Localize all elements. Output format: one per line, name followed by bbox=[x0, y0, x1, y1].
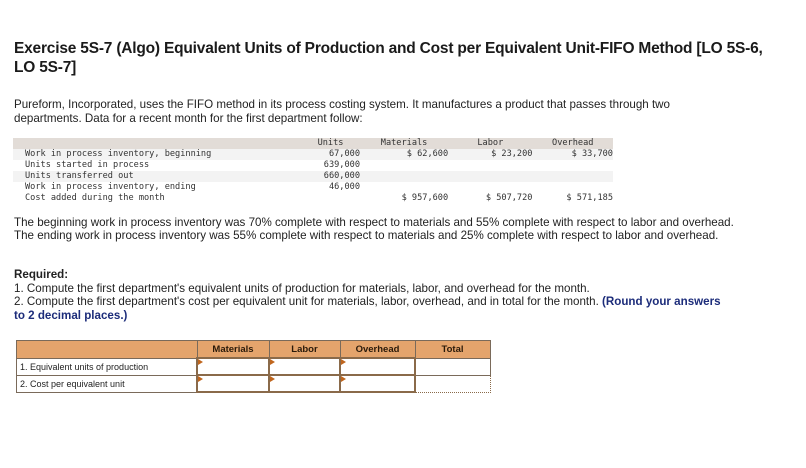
units-value: 46,000 bbox=[328, 182, 360, 192]
completion-paragraph: The beginning work in process inventory … bbox=[14, 216, 734, 243]
labor-value: $ 23,200 bbox=[448, 149, 533, 160]
department-data-table: Units Materials Labor Overhead Work in p… bbox=[13, 138, 613, 204]
overhead-value: $ 33,700 bbox=[532, 149, 613, 160]
cost-per-unit-total-cell bbox=[414, 374, 491, 393]
equivalent-units-labor-input[interactable] bbox=[270, 359, 339, 374]
answer-header-materials: Materials bbox=[196, 340, 270, 359]
table-row: Units started in process 639,000 bbox=[13, 160, 613, 171]
header-materials: Materials bbox=[360, 138, 449, 149]
materials-value: $ 62,600 bbox=[360, 149, 449, 160]
materials-value bbox=[360, 171, 449, 182]
header-labor: Labor bbox=[448, 138, 533, 149]
input-flag-icon bbox=[198, 359, 203, 365]
units-value bbox=[301, 193, 360, 204]
required-item-1: 1. Compute the first department's equiva… bbox=[14, 281, 590, 295]
overhead-value bbox=[532, 171, 613, 182]
row-label: Units started in process bbox=[25, 160, 150, 170]
table-row: Cost added during the month $ 957,600 $ … bbox=[13, 193, 613, 204]
exercise-title: Exercise 5S-7 (Algo) Equivalent Units of… bbox=[14, 40, 763, 76]
overhead-value bbox=[532, 182, 613, 193]
data-table-header-row: Units Materials Labor Overhead bbox=[13, 138, 613, 149]
answer-header-total: Total bbox=[414, 340, 491, 359]
units-value: 67,000 bbox=[301, 149, 360, 160]
header-units: Units bbox=[301, 138, 360, 149]
row-label: Units transferred out bbox=[13, 171, 302, 182]
answer-row-cost-per-unit: 2. Cost per equivalent unit bbox=[16, 374, 491, 393]
labor-value bbox=[448, 171, 533, 182]
answer-header-blank bbox=[16, 340, 198, 359]
labor-value: $ 507,720 bbox=[485, 193, 533, 203]
row-label: Cost added during the month bbox=[25, 193, 165, 203]
row-label: Work in process inventory, ending bbox=[25, 182, 196, 192]
rounding-hint: (Round your answers to 2 decimal places.… bbox=[14, 295, 721, 322]
header-overhead: Overhead bbox=[532, 138, 613, 149]
answer-header-overhead: Overhead bbox=[339, 340, 416, 359]
required-item-2: 2. Compute the first department's cost p… bbox=[14, 295, 599, 308]
cost-per-unit-materials-input[interactable] bbox=[198, 376, 268, 391]
cost-per-unit-labor-cell bbox=[268, 374, 341, 393]
row-label: Work in process inventory, beginning bbox=[13, 149, 302, 160]
table-row: Units transferred out 660,000 bbox=[13, 171, 613, 182]
materials-value bbox=[360, 182, 448, 193]
cost-per-unit-materials-cell bbox=[196, 374, 270, 393]
overhead-value: $ 571,185 bbox=[566, 193, 613, 203]
units-value: 639,000 bbox=[323, 160, 360, 170]
materials-value: $ 957,600 bbox=[401, 193, 449, 203]
input-flag-icon bbox=[270, 359, 275, 365]
answer-row-label: 1. Equivalent units of production bbox=[16, 357, 198, 376]
answer-row-equivalent-units: 1. Equivalent units of production bbox=[16, 357, 491, 376]
required-section: Required: 1. Compute the first departmen… bbox=[14, 268, 734, 322]
input-flag-icon bbox=[270, 376, 275, 382]
equivalent-units-overhead-cell bbox=[339, 357, 416, 376]
answer-table: Materials Labor Overhead Total 1. Equiva… bbox=[16, 340, 491, 393]
cost-per-unit-overhead-input[interactable] bbox=[341, 376, 414, 391]
input-flag-icon bbox=[341, 359, 346, 365]
required-item-2-wrapper: 2. Compute the first department's cost p… bbox=[14, 295, 734, 322]
labor-value bbox=[448, 182, 532, 193]
table-row: Work in process inventory, ending 46,000 bbox=[13, 182, 613, 193]
header-blank bbox=[13, 138, 302, 149]
equivalent-units-total-cell bbox=[414, 357, 491, 376]
answer-header-row: Materials Labor Overhead Total bbox=[16, 340, 491, 359]
input-flag-icon bbox=[198, 376, 203, 382]
cost-per-unit-overhead-cell bbox=[339, 374, 416, 393]
input-flag-icon bbox=[341, 376, 346, 382]
equivalent-units-materials-cell bbox=[196, 357, 270, 376]
intro-paragraph: Pureform, Incorporated, uses the FIFO me… bbox=[14, 98, 670, 125]
units-value: 660,000 bbox=[301, 171, 360, 182]
equivalent-units-labor-cell bbox=[268, 357, 341, 376]
equivalent-units-materials-input[interactable] bbox=[198, 359, 268, 374]
required-heading: Required: bbox=[14, 268, 69, 281]
answer-row-label: 2. Cost per equivalent unit bbox=[16, 374, 198, 393]
answer-header-labor: Labor bbox=[268, 340, 341, 359]
materials-value bbox=[360, 160, 448, 171]
overhead-value bbox=[532, 160, 613, 171]
equivalent-units-overhead-input[interactable] bbox=[341, 359, 414, 374]
table-row: Work in process inventory, beginning 67,… bbox=[13, 149, 613, 160]
labor-value bbox=[448, 160, 532, 171]
cost-per-unit-labor-input[interactable] bbox=[270, 376, 339, 391]
